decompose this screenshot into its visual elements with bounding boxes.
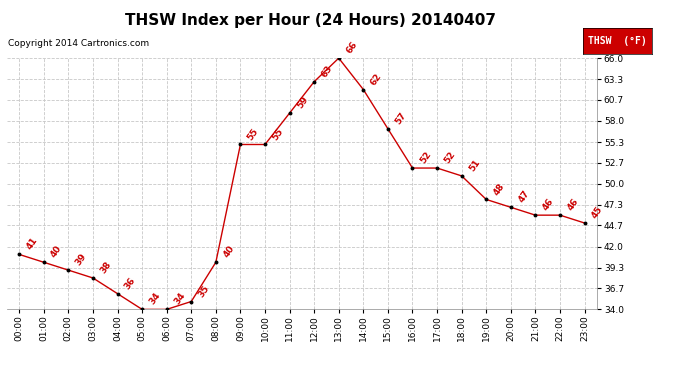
- Point: [481, 196, 492, 202]
- Point: [505, 204, 516, 210]
- Point: [235, 141, 246, 147]
- Text: Copyright 2014 Cartronics.com: Copyright 2014 Cartronics.com: [8, 39, 150, 48]
- Point: [555, 212, 566, 218]
- Text: 52: 52: [418, 150, 433, 165]
- Text: 48: 48: [492, 181, 506, 196]
- Point: [137, 306, 148, 312]
- Text: 38: 38: [99, 260, 113, 275]
- Text: 57: 57: [393, 111, 408, 126]
- Text: THSW Index per Hour (24 Hours) 20140407: THSW Index per Hour (24 Hours) 20140407: [125, 13, 496, 28]
- Text: 55: 55: [270, 126, 285, 142]
- Text: 63: 63: [319, 63, 334, 79]
- Text: 46: 46: [566, 197, 580, 212]
- Point: [407, 165, 418, 171]
- Text: 34: 34: [172, 291, 187, 307]
- Point: [284, 110, 295, 116]
- Point: [38, 259, 49, 265]
- Text: 40: 40: [221, 244, 236, 260]
- Text: 66: 66: [344, 40, 359, 56]
- Point: [456, 173, 467, 179]
- Point: [333, 55, 344, 61]
- Point: [63, 267, 74, 273]
- Text: 47: 47: [516, 189, 531, 204]
- Point: [112, 291, 123, 297]
- Point: [530, 212, 541, 218]
- Text: 36: 36: [123, 276, 137, 291]
- Text: 39: 39: [74, 252, 88, 267]
- Text: THSW  (°F): THSW (°F): [588, 36, 647, 46]
- Text: 46: 46: [541, 197, 555, 212]
- Text: 52: 52: [442, 150, 457, 165]
- Point: [186, 298, 197, 304]
- Point: [382, 126, 393, 132]
- Text: 62: 62: [369, 71, 384, 87]
- Point: [210, 259, 221, 265]
- Point: [161, 306, 172, 312]
- Text: 34: 34: [148, 291, 162, 307]
- Point: [259, 141, 270, 147]
- Point: [431, 165, 442, 171]
- Text: 41: 41: [25, 236, 39, 252]
- Text: 51: 51: [467, 158, 482, 173]
- Point: [14, 251, 25, 257]
- Text: 59: 59: [295, 95, 310, 110]
- Text: 45: 45: [590, 205, 604, 220]
- Text: 35: 35: [197, 284, 211, 299]
- Text: 40: 40: [49, 244, 64, 260]
- Point: [358, 87, 369, 93]
- Point: [308, 79, 319, 85]
- Point: [579, 220, 590, 226]
- Text: 55: 55: [246, 126, 261, 142]
- Point: [88, 275, 99, 281]
